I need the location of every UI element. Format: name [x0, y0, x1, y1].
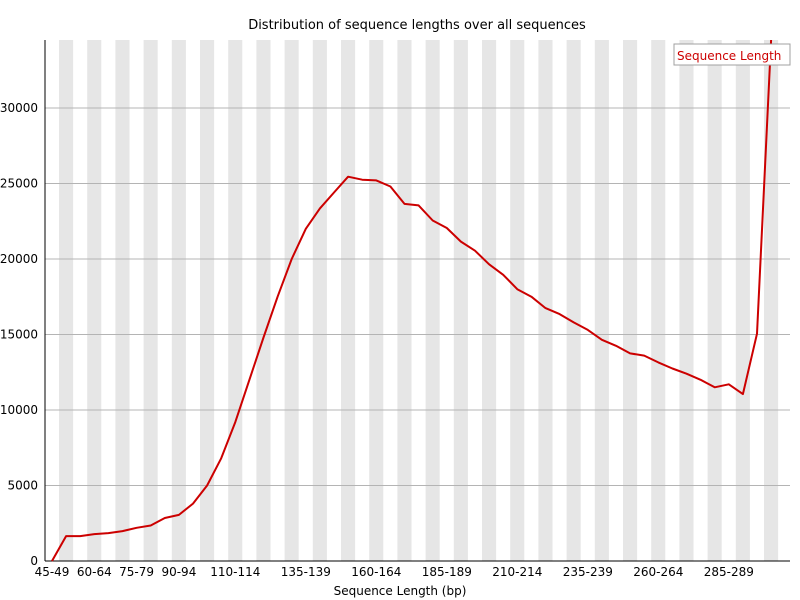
- y-tick-label: 30000: [0, 101, 38, 115]
- x-tick-label: 135-139: [281, 565, 331, 579]
- background-stripe: [425, 40, 440, 561]
- background-stripe: [453, 40, 468, 561]
- chart-title: Distribution of sequence lengths over al…: [248, 18, 586, 33]
- background-stripe: [256, 40, 271, 561]
- background-stripe: [87, 40, 102, 561]
- background-stripe: [764, 40, 779, 561]
- background-stripe: [171, 40, 186, 561]
- background-stripe: [679, 40, 694, 561]
- legend-label: Sequence Length: [677, 49, 781, 63]
- x-tick-label: 235-239: [563, 565, 613, 579]
- y-tick-label: 25000: [0, 176, 38, 190]
- x-tick-label: 110-114: [210, 565, 260, 579]
- y-tick-label: 10000: [0, 403, 38, 417]
- legend-box: [673, 43, 791, 66]
- stripes-layer: [59, 40, 779, 561]
- background-stripe: [566, 40, 581, 561]
- background-stripe: [228, 40, 243, 561]
- series-layer: [51, 39, 773, 562]
- background-stripe: [59, 40, 74, 561]
- background-stripe: [200, 40, 215, 561]
- background-stripe: [284, 40, 299, 561]
- background-stripe: [341, 40, 356, 561]
- x-tick-label: 75-79: [119, 565, 154, 579]
- y-tick-label: 5000: [7, 478, 38, 492]
- background-stripe: [735, 40, 750, 561]
- x-tick-label: 45-49: [35, 565, 70, 579]
- x-tick-label: 285-289: [704, 565, 754, 579]
- background-stripe: [369, 40, 384, 561]
- background-stripe: [651, 40, 666, 561]
- x-ticks: 45-49 60-64 75-79 90-94 110-114 135-139 160-16…: [35, 565, 754, 579]
- series-line: [51, 39, 773, 562]
- background-stripe: [115, 40, 130, 561]
- x-tick-label: 210-214: [492, 565, 542, 579]
- background-stripe: [538, 40, 553, 561]
- gridlines-layer: [45, 107, 790, 486]
- background-stripe: [482, 40, 497, 561]
- background-stripe: [623, 40, 638, 561]
- x-axis-label: Sequence Length (bp): [334, 584, 467, 598]
- legend: Sequence Length: [673, 43, 791, 66]
- background-stripe: [143, 40, 158, 561]
- y-tick-label: 15000: [0, 327, 38, 341]
- x-tick-label: 260-264: [633, 565, 683, 579]
- y-tick-label: 20000: [0, 252, 38, 266]
- x-tick-label: 185-189: [422, 565, 472, 579]
- background-stripe: [707, 40, 722, 561]
- background-stripe: [397, 40, 412, 561]
- background-stripe: [312, 40, 327, 561]
- x-tick-label: 60-64: [77, 565, 112, 579]
- background-stripe: [594, 40, 609, 561]
- x-tick-label: 160-164: [351, 565, 401, 579]
- y-ticks: 0 5000 10000 15000 20000 25000 30000: [0, 101, 38, 568]
- x-tick-label: 90-94: [161, 565, 196, 579]
- background-stripe: [510, 40, 525, 561]
- y-tick-label: 0: [30, 554, 38, 568]
